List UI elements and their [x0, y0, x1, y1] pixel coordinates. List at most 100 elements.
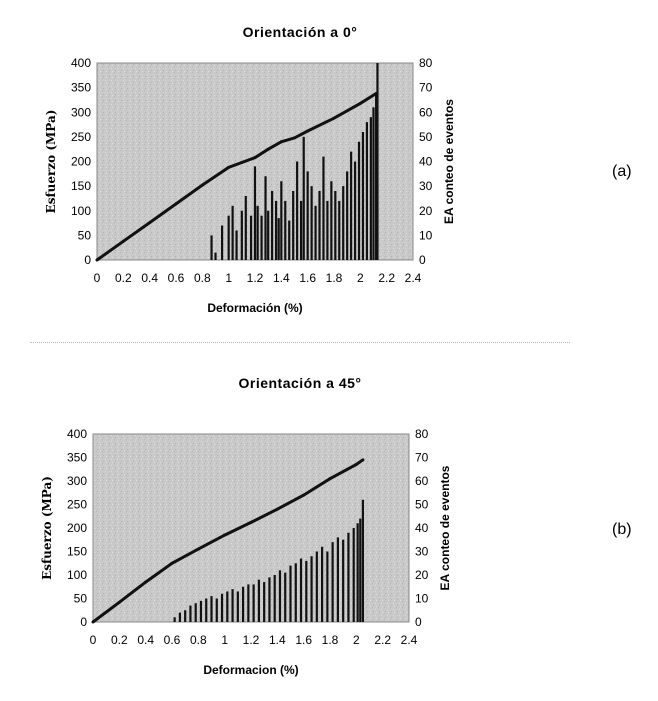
stress-point	[174, 202, 178, 206]
y-tick-label: 150	[67, 545, 87, 559]
x-tick-label: 2.2	[378, 271, 395, 285]
x-tick-label: 1.6	[295, 633, 312, 647]
y-tick-label: 400	[67, 427, 87, 441]
chart-panel-a: Orientación a 0° 0 50 100 150 200 250 300 350 40…	[0, 0, 600, 345]
stress-point	[306, 129, 310, 133]
y2-tick-label: 60	[419, 105, 433, 119]
y-tick-label: 400	[71, 56, 91, 70]
y-tick-label: 0	[80, 615, 87, 629]
x-tick-label: 2.2	[374, 633, 391, 647]
y-tick-label: 300	[71, 105, 91, 119]
y-tick-label: 50	[74, 592, 88, 606]
y2-tick-label: 20	[419, 204, 433, 218]
y2-tick-label: 30	[419, 179, 433, 193]
x-tick-label: 2	[353, 633, 360, 647]
y-tick-label: 150	[71, 179, 91, 193]
x-tick-label: 0.8	[194, 271, 211, 285]
stress-strain-line	[92, 458, 364, 624]
stress-point	[91, 620, 95, 624]
stress-point	[293, 136, 296, 140]
y-tick-label: 100	[67, 568, 87, 582]
y-tick-label: 350	[67, 451, 87, 465]
x-tick-label: 1.4	[269, 633, 286, 647]
stress-point	[328, 477, 332, 481]
x-axis-label: Deformacion (%)	[203, 663, 298, 677]
y2-tick-label: 20	[415, 568, 429, 582]
x-tick-label: 2.4	[405, 271, 422, 285]
x-tick-label: 1.8	[326, 271, 343, 285]
y2-tick-label: 70	[415, 451, 429, 465]
x-tick-label: 1.2	[247, 271, 264, 285]
x-tick-label: 0.8	[190, 633, 207, 647]
stress-point	[354, 463, 358, 467]
y-tick-label: 200	[71, 155, 91, 169]
y2-tick-label: 80	[415, 427, 429, 441]
y-tick-label: 250	[71, 130, 91, 144]
y2-tick-label: 70	[419, 81, 433, 95]
stress-point	[144, 580, 148, 584]
panel-label-a: (a)	[612, 163, 632, 180]
y-tick-label: 350	[71, 81, 91, 95]
x-tick-label: 0.4	[141, 271, 158, 285]
y-tick-label: 250	[67, 498, 87, 512]
y-tick-label: 0	[84, 253, 91, 267]
y-axis-label: Esfuerzo (MPa)	[44, 110, 58, 214]
chart-title: Orientación a 0°	[242, 24, 358, 40]
x-tick-label: 1	[221, 633, 228, 647]
y-tick-label: 300	[67, 474, 87, 488]
stress-point	[275, 507, 279, 511]
x-tick-label: 2	[357, 271, 364, 285]
y2-tick-label: 50	[415, 498, 429, 512]
stress-point	[240, 160, 244, 164]
y2-tick-label: 0	[419, 253, 426, 267]
y2-tick-label: 60	[415, 474, 429, 488]
y2-axis-label: EA conteo de eventos	[442, 99, 456, 224]
stress-point	[249, 520, 253, 524]
stress-point	[95, 258, 99, 262]
x-tick-label: 1.4	[273, 271, 290, 285]
y-tick-label: 100	[71, 204, 91, 218]
x-tick-label: 0.4	[137, 633, 154, 647]
stress-point	[266, 147, 270, 151]
stress-point	[358, 101, 362, 105]
x-axis-label: Deformación (%)	[207, 301, 302, 315]
x-tick-label: 1	[225, 271, 232, 285]
y2-tick-label: 40	[419, 155, 433, 169]
stress-point	[361, 458, 365, 462]
x-tick-label: 1.8	[322, 633, 339, 647]
panel-label-b: (b)	[612, 521, 632, 538]
chart-svg: 0501001502002503003504000102030405060708…	[40, 427, 452, 677]
y2-tick-label: 30	[415, 545, 429, 559]
chart-title: Orientación a 45°	[238, 375, 362, 391]
x-tick-label: 0.6	[168, 271, 185, 285]
stress-point	[302, 493, 306, 497]
y-tick-label: 50	[78, 228, 92, 242]
x-tick-label: 0.2	[111, 633, 128, 647]
x-tick-label: 2.4	[401, 633, 418, 647]
stress-point	[332, 116, 336, 120]
x-tick-label: 0.6	[164, 633, 181, 647]
x-tick-label: 1.2	[243, 633, 260, 647]
divider	[30, 342, 570, 343]
stress-point	[121, 239, 125, 243]
y2-tick-label: 0	[415, 615, 422, 629]
y2-tick-label: 80	[419, 56, 433, 70]
y2-tick-label: 50	[419, 130, 433, 144]
x-tick-label: 0.2	[115, 271, 132, 285]
stress-point	[279, 140, 283, 144]
stress-point	[253, 156, 257, 160]
stress-point	[148, 221, 152, 225]
y2-tick-label: 10	[415, 592, 429, 606]
chart-panel-b: Orientación a 45° 0 50 100 150 200 250 300 350 4…	[0, 355, 600, 701]
stress-point	[196, 547, 200, 551]
stress-point	[200, 183, 204, 187]
stress-point	[117, 600, 121, 604]
x-tick-label: 0	[90, 633, 97, 647]
stress-point	[227, 165, 231, 169]
y-tick-label: 200	[67, 521, 87, 535]
stress-point	[374, 92, 378, 96]
stress-point	[223, 533, 227, 537]
y-axis-label: Esfuerzo (MPa)	[40, 476, 54, 580]
y2-axis-label: EA conteo de eventos	[438, 465, 452, 590]
x-tick-label: 0	[94, 271, 101, 285]
